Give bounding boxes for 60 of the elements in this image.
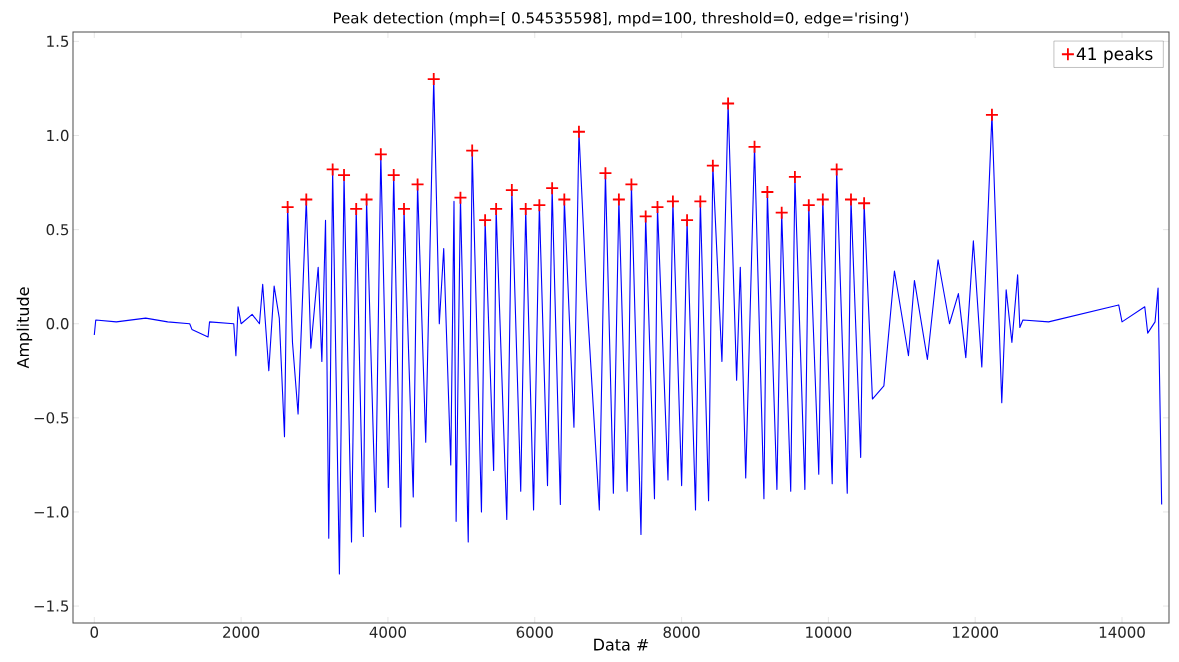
y-tick-label: 1.5 [47, 35, 69, 47]
point [373, 147, 388, 162]
x-tick-label: 6000 [516, 626, 553, 638]
point [545, 181, 560, 196]
point [397, 202, 411, 216]
point [693, 194, 708, 209]
point [788, 170, 802, 184]
point [721, 96, 735, 111]
point [666, 194, 680, 209]
point [815, 192, 830, 207]
point [489, 202, 504, 216]
point [299, 192, 314, 207]
y-tick-label: 0.0 [46, 318, 69, 330]
point [478, 213, 493, 228]
y-axis-title: Amplitude [16, 287, 33, 369]
y-tick-label: 0.5 [46, 223, 69, 236]
point [349, 202, 364, 216]
legend-label: 41 peaks [1076, 47, 1153, 64]
x-axis-title: Data # [594, 638, 649, 651]
point [453, 190, 468, 205]
point [572, 124, 586, 139]
y-tick-label: −0.5 [34, 412, 69, 424]
point [844, 192, 858, 207]
point [774, 205, 789, 220]
x-tick-label: 2000 [223, 626, 260, 638]
point [747, 139, 762, 154]
y-tick-label: −1.0 [34, 506, 69, 518]
point [985, 107, 999, 122]
x-tick-label: 4000 [369, 626, 407, 638]
point [518, 202, 533, 216]
point [557, 192, 572, 207]
point [829, 162, 844, 177]
point [532, 198, 547, 213]
x-tick-label: 8000 [663, 626, 700, 638]
x-tick-label: 12000 [952, 626, 999, 638]
point [611, 192, 626, 207]
point [465, 143, 480, 158]
y-tick-label: −1.5 [34, 600, 69, 612]
point [705, 158, 720, 173]
chart-title: Peak detection (mph=[ 0.54535598], mpd=100, threshold=0, edge='rising') [334, 11, 909, 27]
point [760, 185, 775, 199]
point [638, 209, 653, 224]
point [386, 168, 401, 182]
point [325, 162, 340, 177]
x-tick-label: 14000 [1099, 626, 1145, 638]
point [504, 183, 519, 197]
point [598, 166, 613, 181]
point [410, 177, 425, 192]
point [680, 213, 694, 228]
y-tick-label: 1.0 [47, 129, 69, 142]
point [801, 198, 816, 213]
point [857, 196, 872, 211]
point [280, 200, 295, 214]
point [650, 200, 665, 214]
point [359, 192, 374, 207]
point [624, 177, 639, 192]
x-tick-label: 0 [90, 626, 99, 638]
point [426, 72, 441, 86]
point [337, 168, 351, 182]
x-tick-label: 10000 [806, 626, 852, 638]
